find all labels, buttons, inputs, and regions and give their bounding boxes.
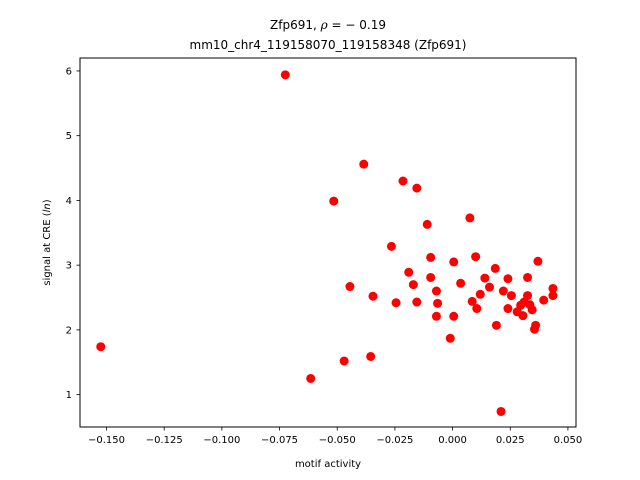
data-point	[456, 278, 466, 288]
data-point	[433, 298, 443, 308]
data-point	[366, 351, 376, 361]
data-point	[412, 183, 422, 193]
data-point	[391, 298, 401, 308]
data-point	[475, 289, 485, 299]
x-tick-label: −0.100	[203, 435, 240, 446]
data-point	[431, 311, 441, 321]
data-point	[345, 282, 355, 292]
data-point	[548, 283, 558, 293]
data-point	[496, 406, 506, 416]
data-point	[359, 159, 369, 169]
chart-title-gene: Zfp691,	[270, 18, 321, 32]
y-tick-label: 3	[66, 261, 72, 272]
data-point	[498, 286, 508, 296]
data-point	[531, 320, 541, 330]
data-point	[472, 304, 482, 314]
data-point	[386, 241, 396, 251]
y-tick-label: 4	[66, 196, 72, 207]
data-point	[280, 70, 290, 80]
data-point	[368, 291, 378, 301]
data-point	[467, 296, 477, 306]
data-point	[449, 257, 459, 267]
y-axis-ticks: 1 2 3 4 5 6	[66, 66, 80, 401]
data-point	[445, 333, 455, 343]
data-point	[404, 267, 414, 277]
data-point	[484, 282, 494, 292]
data-point	[426, 272, 436, 282]
x-tick-label: 0.025	[496, 435, 525, 446]
plot-frame	[79, 57, 577, 428]
data-point	[412, 297, 422, 307]
data-point	[490, 263, 500, 273]
y-axis-label: signal at CRE (ln)	[42, 199, 53, 285]
y-axis-label-prefix: signal at CRE (	[42, 212, 53, 285]
data-point	[306, 373, 316, 383]
data-point	[339, 356, 349, 366]
data-point	[503, 274, 513, 284]
x-tick-label: −0.050	[319, 435, 356, 446]
data-point	[431, 286, 441, 296]
x-tick-label: −0.150	[88, 435, 125, 446]
y-tick-label: 2	[66, 325, 72, 336]
data-point	[503, 304, 513, 314]
y-axis-label-italic: ln	[42, 203, 53, 212]
data-point	[426, 252, 436, 262]
y-tick-label: 6	[66, 66, 72, 77]
points-layer	[96, 70, 558, 416]
data-point	[518, 311, 528, 321]
data-point	[533, 256, 543, 266]
y-tick-label: 1	[66, 390, 72, 401]
chart-title-line1: Zfp691, ρ = − 0.19	[270, 18, 386, 32]
data-point	[539, 295, 549, 305]
x-tick-label: 0.050	[554, 435, 583, 446]
data-point	[480, 273, 490, 283]
data-point	[465, 213, 475, 223]
data-point	[548, 291, 558, 301]
data-point	[449, 311, 459, 321]
y-tick-label: 5	[66, 131, 72, 142]
x-axis-label: motif activity	[295, 459, 361, 470]
data-point	[408, 280, 418, 290]
x-tick-label: −0.075	[261, 435, 298, 446]
x-axis-ticks: −0.150 −0.125 −0.100 −0.075 −0.050 −0.025 0.00…	[88, 427, 582, 446]
x-tick-label: −0.125	[146, 435, 183, 446]
data-point	[329, 196, 339, 206]
x-tick-label: −0.025	[376, 435, 413, 446]
data-point	[506, 291, 516, 301]
data-point	[398, 176, 408, 186]
data-point	[422, 219, 432, 229]
data-point	[523, 272, 533, 282]
data-point	[471, 252, 481, 262]
chart-title-rho-value: = − 0.19	[328, 18, 386, 32]
chart-title-line2: mm10_chr4_119158070_119158348 (Zfp691)	[190, 38, 467, 52]
data-point	[491, 320, 501, 330]
data-point	[523, 291, 533, 301]
chart-title-rho-symbol: ρ	[320, 18, 328, 32]
data-point	[96, 342, 106, 352]
y-axis-label-suffix: )	[42, 199, 53, 203]
data-point	[527, 305, 537, 315]
x-tick-label: 0.000	[438, 435, 467, 446]
